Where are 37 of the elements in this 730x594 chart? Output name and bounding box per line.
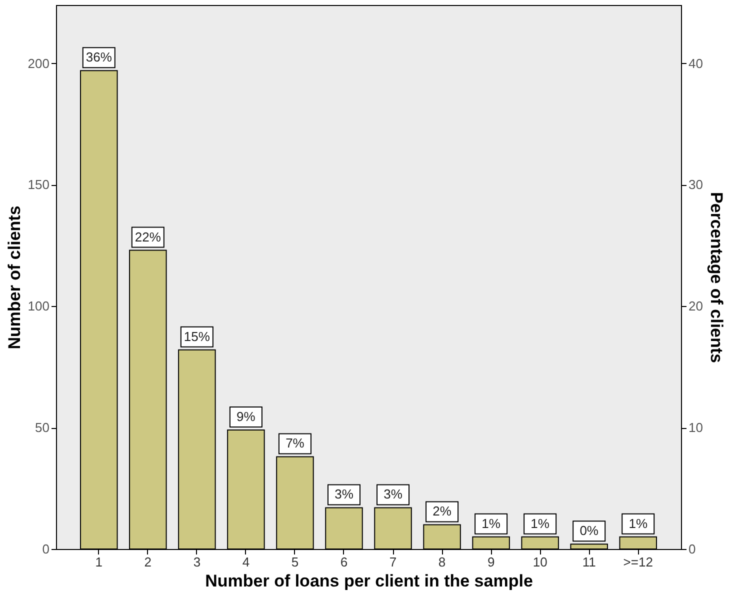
y-tick-label: 50 bbox=[35, 420, 50, 436]
annotation: 15% bbox=[184, 328, 210, 344]
x-tick-label: 10 bbox=[532, 554, 548, 570]
y2-tick-label: 20 bbox=[688, 298, 703, 314]
x-tick-label: 2 bbox=[144, 554, 152, 570]
x-tick-label: 6 bbox=[340, 554, 348, 570]
y2-tick-label: 10 bbox=[688, 420, 703, 436]
y-axis-title: Number of clients bbox=[4, 206, 24, 350]
y2-tick-label: 30 bbox=[688, 177, 703, 192]
y-tick-label: 200 bbox=[28, 56, 50, 71]
y2-axis-title: Percentage of clients bbox=[706, 192, 726, 364]
annotation: 7% bbox=[286, 436, 305, 451]
y-tick-label: 150 bbox=[28, 177, 50, 192]
annotation: 9% bbox=[236, 409, 256, 424]
annotation: 1% bbox=[628, 516, 648, 531]
x-tick-label: 5 bbox=[291, 554, 299, 570]
x-tick-label: 4 bbox=[242, 554, 250, 570]
annotation: 0% bbox=[580, 523, 599, 538]
x-tick-label: 11 bbox=[582, 554, 596, 570]
y2-tick-label: 0 bbox=[688, 542, 696, 556]
x-tick-label: 7 bbox=[389, 554, 397, 570]
annotation: 3% bbox=[384, 486, 403, 502]
x-tick-label: >=12 bbox=[623, 554, 653, 570]
x-tick-label: 8 bbox=[438, 554, 446, 570]
y-tick-label: 0 bbox=[42, 542, 50, 556]
x-tick-label: 3 bbox=[193, 554, 201, 570]
x-tick-label: 1 bbox=[95, 554, 103, 570]
x-axis-title: Number of loans per client in the sample bbox=[205, 572, 533, 590]
y-tick-label: 100 bbox=[28, 298, 50, 314]
annotation: 3% bbox=[334, 486, 354, 502]
annotation: 1% bbox=[530, 516, 550, 531]
annotation: 2% bbox=[432, 504, 452, 519]
annotation: 22% bbox=[134, 229, 162, 244]
annotation: 1% bbox=[482, 516, 501, 531]
annotation: 36% bbox=[86, 50, 112, 65]
y2-tick-label: 40 bbox=[688, 56, 703, 71]
x-tick-label: 9 bbox=[487, 554, 495, 570]
